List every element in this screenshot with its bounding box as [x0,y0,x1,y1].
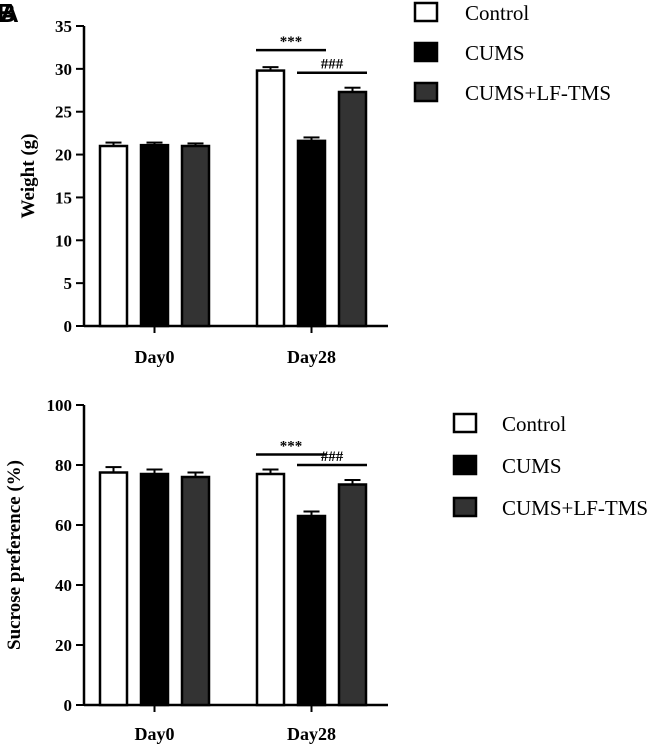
y-tick-label: 80 [55,456,72,475]
legend-swatch [413,81,439,103]
legend-swatch [413,1,439,23]
significance-marker: *** [280,439,303,455]
significance-marker: ### [321,57,344,73]
legend-label: CUMS+LF-TMS [502,496,648,520]
bar-control [98,144,129,328]
bar-control [255,472,286,707]
legend-label: CUMS+LF-TMS [465,81,611,105]
bar-cums-lf-tms [337,483,368,707]
bar-cums [139,472,170,707]
legend-label: CUMS [465,41,525,65]
y-tick-label: 60 [55,516,72,535]
y-tick-label: 35 [55,17,72,36]
legend-label: CUMS [502,454,562,478]
bar-cums-lf-tms [180,475,211,707]
bar-control [98,471,129,707]
bar-cums-lf-tms [180,144,211,328]
y-tick-label: 25 [55,103,72,122]
y-axis-label: Weight (g) [18,134,39,219]
significance-marker: ### [321,449,344,465]
y-tick-label: 30 [55,60,72,79]
y-tick-label: 10 [55,231,72,250]
y-tick-label: 0 [64,696,73,715]
bar-cums [296,514,327,707]
y-tick-label: 100 [47,396,73,415]
y-tick-label: 20 [55,146,72,165]
y-tick-label: 15 [55,188,72,207]
weight-chart: 0 5 10 15 20 25 30 35 Weight (g) Day0 Day28 *** ### C… [18,1,611,367]
legend-swatch [452,454,478,476]
legend-swatch [452,412,478,434]
panel-letter-a: A [0,0,19,28]
x-category-label: Day28 [287,347,336,367]
legend-swatch [413,41,439,63]
x-category-label: Day0 [135,724,175,744]
y-tick-label: 0 [64,317,73,336]
y-axis-label: Sucrose preference (%) [4,460,25,650]
legend-swatch [452,496,478,518]
x-category-label: Day0 [135,347,175,367]
bar-cums-lf-tms [337,90,368,328]
significance-marker: *** [280,34,303,50]
y-tick-label: 20 [55,636,72,655]
legend-label: Control [465,1,529,25]
panel-letter-b: B [0,0,16,28]
bar-cums [296,139,327,328]
bar-control [255,69,286,328]
sucrose-preference-chart: 0 20 40 60 80 100 Sucrose preference (%) Day0 Da… [4,396,648,744]
y-tick-label: 5 [64,274,73,293]
bar-cums [139,143,170,328]
x-category-label: Day28 [287,724,336,744]
legend-label: Control [502,412,566,436]
y-tick-label: 40 [55,576,72,595]
